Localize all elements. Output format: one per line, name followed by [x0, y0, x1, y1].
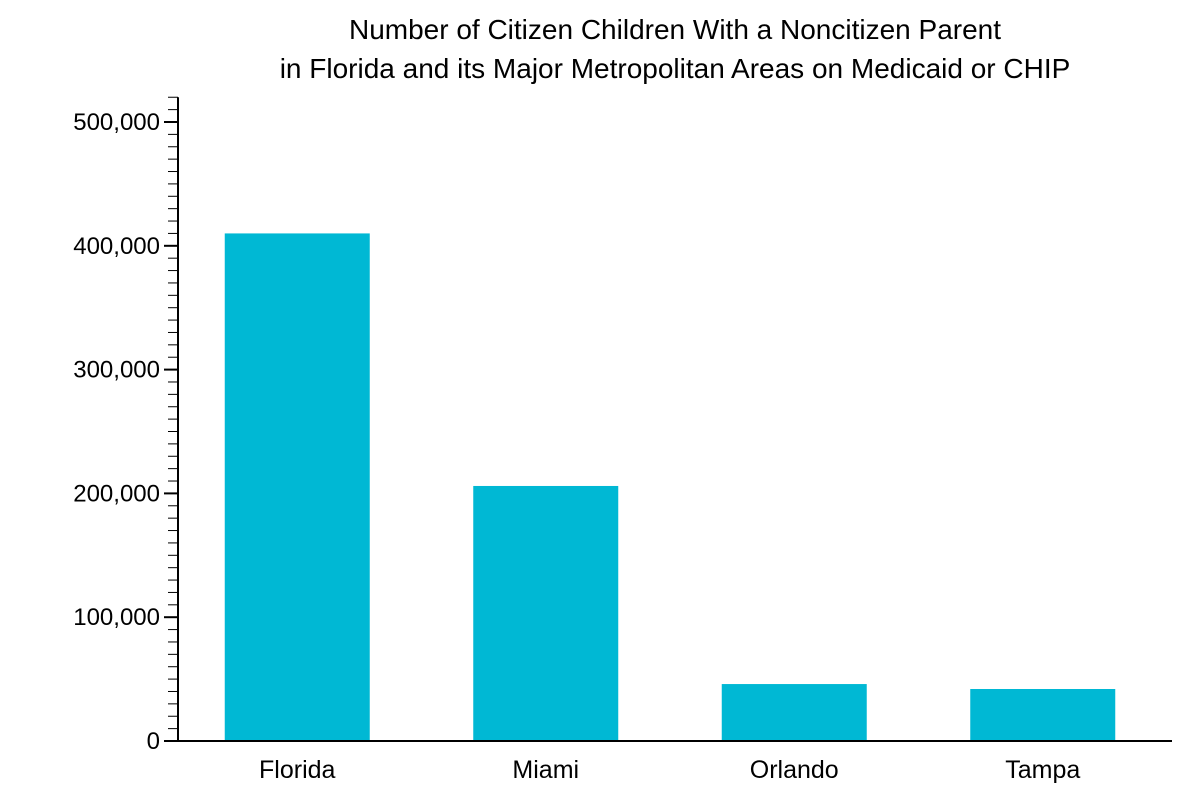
bars-group — [224, 233, 1116, 742]
x-axis-labels: Florida Miami Orlando Tampa — [259, 756, 1080, 784]
bar-orlando — [721, 684, 867, 741]
chart-title-line-1: Number of Citizen Children With a Noncit… — [349, 14, 1001, 45]
bar-miami — [473, 485, 619, 741]
x-tick-label: Miami — [512, 756, 579, 784]
y-tick-label: 500,000 — [73, 109, 160, 136]
chart-title-line-2: in Florida and its Major Metropolitan Ar… — [280, 53, 1071, 84]
bar-tampa — [970, 689, 1116, 741]
y-tick-label: 300,000 — [73, 357, 160, 384]
x-tick-label: Orlando — [750, 756, 839, 784]
y-tick-label: 100,000 — [73, 604, 160, 631]
bar-florida — [224, 233, 370, 742]
x-tick-label: Tampa — [1005, 756, 1080, 784]
y-tick-label: 200,000 — [73, 480, 160, 507]
y-axis-minor-ticks — [168, 96, 178, 742]
y-axis-major-ticks: 0 100,000 200,000 300,000 400,000 500,000 — [73, 109, 178, 755]
x-tick-label: Florida — [259, 756, 336, 784]
y-tick-label: 400,000 — [73, 233, 160, 260]
y-tick-label: 0 — [147, 728, 160, 755]
